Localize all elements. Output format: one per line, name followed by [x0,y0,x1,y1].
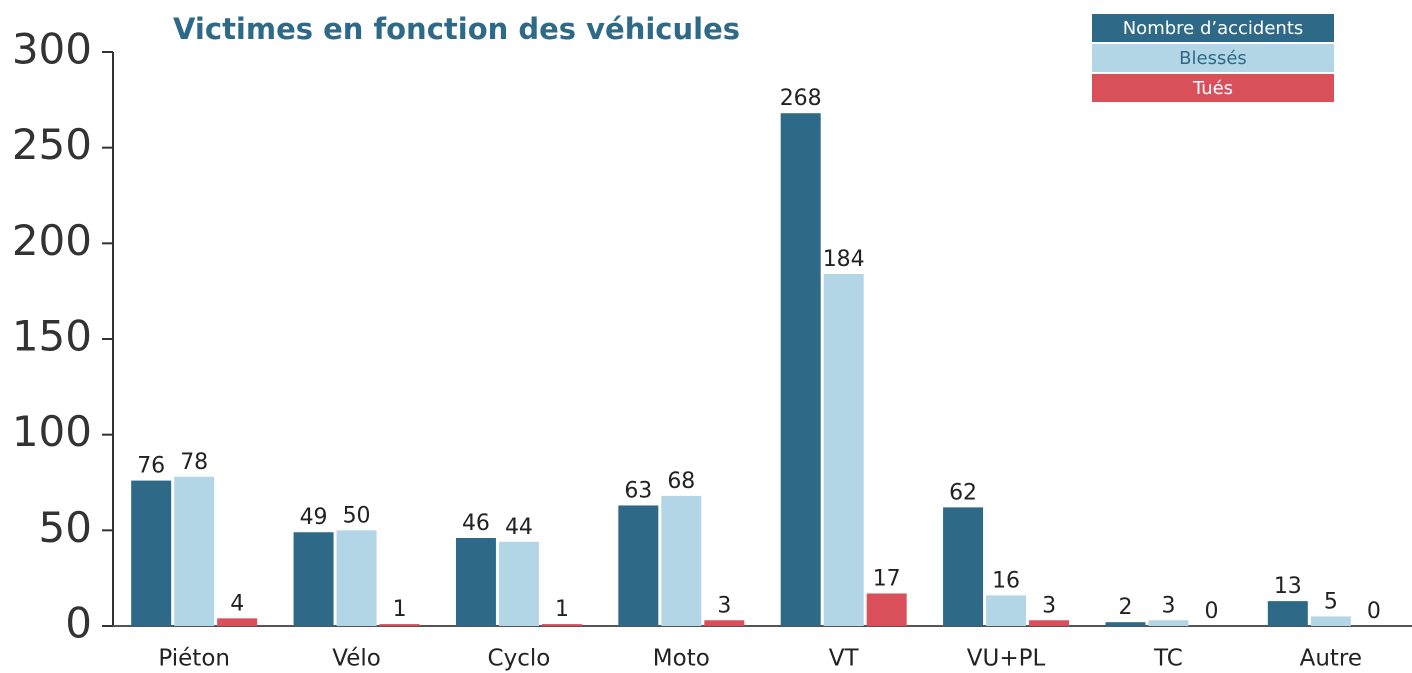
bar [986,595,1027,626]
bar [704,620,745,626]
value-label: 16 [992,568,1020,593]
bar [541,624,582,626]
value-label: 13 [1274,574,1302,599]
bar [1105,622,1146,626]
bar [661,495,702,626]
bar [498,541,539,626]
value-label: 1 [555,597,569,622]
value-label: 5 [1324,589,1338,614]
value-label: 78 [180,450,208,475]
x-tick-label: Piéton [158,646,230,672]
value-label: 3 [1042,593,1056,618]
x-tick-label: Vélo [332,646,381,672]
value-label: 49 [300,505,328,530]
x-tick-label: VU+PL [967,646,1046,672]
value-label: 76 [137,454,165,479]
y-tick-label: 0 [65,599,92,648]
y-tick-label: 50 [39,503,92,552]
legend-swatch [1092,14,1334,42]
value-label: 3 [1161,593,1175,618]
bar [1029,620,1070,626]
y-tick-label: 300 [12,25,92,74]
x-tick-label: TC [1153,646,1183,672]
bar [379,624,420,626]
bar [780,113,821,626]
value-label: 17 [873,566,901,591]
value-label: 268 [780,86,822,111]
value-label: 3 [717,593,731,618]
bar [336,530,377,626]
legend-label: Tués [1192,78,1233,99]
value-label: 50 [343,503,371,528]
legend-swatch [1092,74,1334,102]
x-tick-label: Cyclo [488,646,551,672]
value-label: 68 [667,469,695,494]
x-tick-label: VT [829,646,860,672]
bar [217,618,258,626]
value-label: 46 [462,511,490,536]
y-tick-label: 250 [12,120,92,169]
value-label: 0 [1367,599,1381,624]
legend-label: Blessés [1179,48,1247,69]
chart-title: Victimes en fonction des véhicules [173,12,740,46]
bar [1310,616,1351,626]
bar [618,505,659,626]
bar [1267,601,1308,626]
bar [1148,620,1189,626]
y-tick-label: 150 [12,312,92,361]
value-label: 2 [1118,595,1132,620]
value-label: 4 [230,591,244,616]
legend-label: Nombre d’accidents [1123,18,1304,39]
bar [866,593,907,626]
value-label: 1 [393,597,407,622]
value-label: 63 [624,478,652,503]
x-tick-label: Autre [1300,646,1362,672]
y-tick-label: 200 [12,216,92,265]
y-tick-label: 100 [12,407,92,456]
x-tick-label: Moto [653,646,710,672]
bar [174,476,215,626]
bar [293,532,334,626]
value-label: 184 [823,247,865,272]
value-label: 62 [949,480,977,505]
bar [131,480,172,626]
value-label: 0 [1204,599,1218,624]
legend-swatch [1092,44,1334,72]
bar [823,273,864,626]
value-label: 44 [505,515,533,540]
bar [455,537,496,626]
bar [943,507,984,626]
